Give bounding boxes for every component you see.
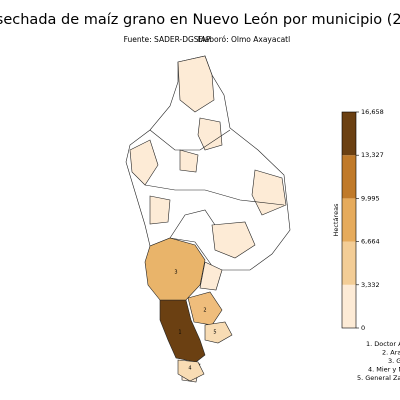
region-label: 3 <box>174 270 177 276</box>
region <box>187 291 223 326</box>
colorbar-tick-label: 9,995 <box>361 194 380 202</box>
boundary <box>149 129 231 151</box>
municipality <box>211 221 256 259</box>
region <box>144 237 206 301</box>
legend-item: 5. General Za <box>357 374 400 382</box>
colorbar-frame <box>341 111 357 329</box>
legend-item: 4. Mier y N <box>368 366 400 374</box>
regions: 1 2 3 4 5 <box>144 237 233 382</box>
municipality <box>149 195 171 225</box>
colorbar-bin <box>342 155 356 199</box>
author: Elaboró: Olmo Axayacatl <box>198 35 290 44</box>
region-label: 4 <box>188 366 191 372</box>
municipality <box>177 55 215 113</box>
legend-item: 2. Ara <box>382 349 400 357</box>
colorbar-tick-label: 3,332 <box>361 281 380 289</box>
region-label: 1 <box>178 330 181 336</box>
colorbar-bin <box>342 241 356 285</box>
region <box>159 299 206 363</box>
boundary <box>169 209 216 239</box>
region-label: 2 <box>203 308 206 314</box>
municipality <box>129 139 159 186</box>
boundary <box>144 184 285 206</box>
municipality <box>197 117 223 151</box>
municipality <box>179 149 199 173</box>
region-label: 5 <box>213 330 216 336</box>
colorbar-bin <box>342 112 356 156</box>
colorbar-tick-label: 6,664 <box>361 238 380 246</box>
legend-item: 3. G <box>388 357 400 365</box>
municipality <box>251 169 287 216</box>
colorbar-bin <box>342 198 356 242</box>
colorbar-label: Hectáreas <box>332 203 340 237</box>
colorbar: 0 3,332 6,664 9,995 13,327 16,658 <box>341 108 384 332</box>
colorbar-bin <box>342 284 356 328</box>
base-map <box>125 55 291 383</box>
legend-item: 1. Doctor A <box>366 340 400 348</box>
source: Fuente: SADER-DGSIAP <box>124 35 211 44</box>
region <box>204 321 233 344</box>
region <box>177 359 205 382</box>
colorbar-tick-label: 13,327 <box>361 151 384 159</box>
colorbar-tick-label: 0 <box>361 324 365 332</box>
colorbar-tick-label: 16,658 <box>361 108 384 116</box>
municipality <box>199 261 223 291</box>
title: rficie cosechada de maíz grano en Nuevo … <box>0 12 400 28</box>
